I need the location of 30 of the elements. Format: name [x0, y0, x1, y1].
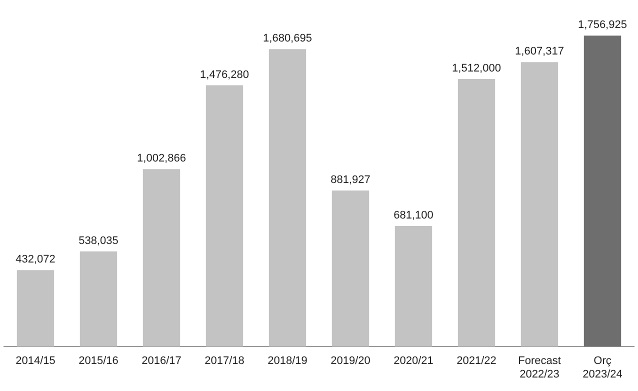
x-tick-label: Orç 2023/24 — [582, 355, 622, 380]
x-tick-label: 2019/20 — [330, 355, 370, 368]
data-label: 1,512,000 — [452, 62, 501, 75]
x-tick-label: 2016/17 — [142, 355, 182, 368]
data-label: 1,607,317 — [515, 46, 564, 58]
bar — [206, 85, 244, 347]
bar — [332, 190, 370, 347]
data-label: 881,927 — [330, 174, 370, 186]
data-label: 1,680,695 — [263, 32, 312, 45]
bar — [268, 49, 306, 347]
data-label: 1,002,866 — [137, 152, 186, 165]
bar — [520, 62, 558, 347]
x-tick-label: 2015/16 — [78, 355, 118, 368]
x-tick-label: Forecast 2022/23 — [518, 355, 561, 380]
x-tick-label: 2018/19 — [268, 355, 308, 368]
data-label: 681,100 — [394, 210, 434, 222]
x-tick-label: 2017/18 — [204, 355, 244, 368]
bar — [80, 251, 118, 347]
bar — [16, 270, 54, 347]
bar — [394, 226, 432, 347]
bar — [458, 78, 496, 347]
bar — [584, 36, 622, 347]
x-tick-label: 2014/15 — [16, 355, 56, 368]
data-label: 1,476,280 — [200, 68, 249, 81]
x-tick-label: 2020/21 — [394, 355, 434, 368]
data-label: 1,756,925 — [578, 19, 627, 32]
x-tick-label: 2021/22 — [456, 355, 496, 368]
bar — [142, 169, 180, 347]
data-label: 432,072 — [16, 254, 56, 266]
data-label: 538,035 — [78, 234, 118, 247]
